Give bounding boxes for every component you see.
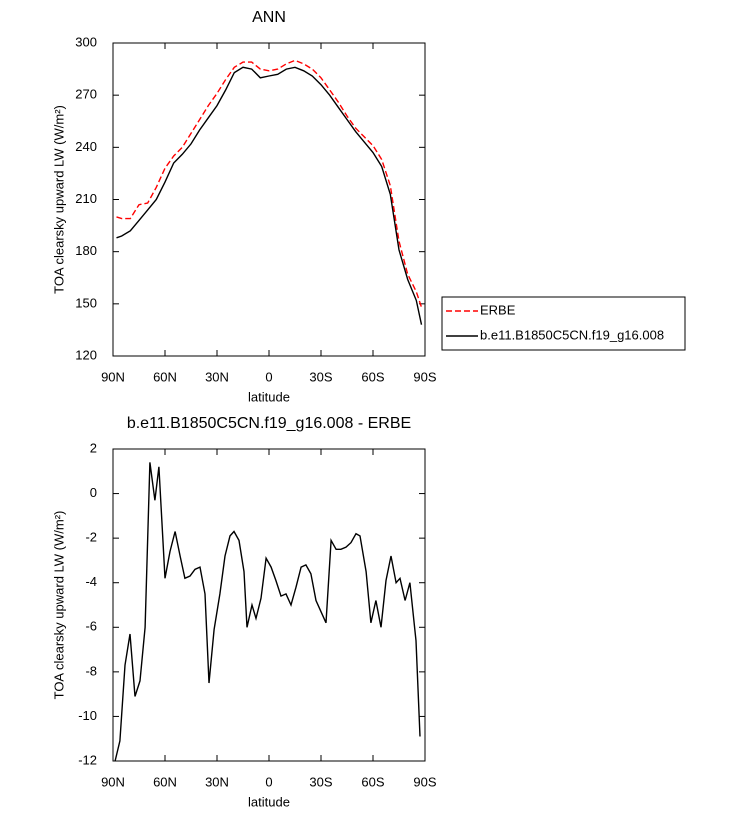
chart-title: ANN: [252, 9, 286, 26]
y-axis-label: TOA clearsky upward LW (W/m²): [51, 105, 66, 294]
x-tick-label: 0: [265, 369, 272, 384]
y-tick-label: 2: [90, 440, 97, 455]
x-tick-label: 60S: [361, 774, 384, 789]
y-tick-label: 300: [75, 34, 97, 49]
x-tick-label: 90N: [101, 369, 125, 384]
x-tick-label: 60S: [361, 369, 384, 384]
x-tick-label: 30N: [205, 774, 229, 789]
x-tick-label: 90S: [413, 774, 436, 789]
y-tick-label: 120: [75, 347, 97, 362]
y-tick-label: -2: [85, 530, 97, 545]
x-tick-label: 60N: [153, 774, 177, 789]
y-tick-label: 180: [75, 243, 97, 258]
x-tick-label: 90N: [101, 774, 125, 789]
x-tick-label: 30N: [205, 369, 229, 384]
y-tick-label: -12: [78, 752, 97, 767]
y-tick-label: 210: [75, 191, 97, 206]
y-tick-label: 270: [75, 87, 97, 102]
y-axis-label: TOA clearsky upward LW (W/m²): [51, 511, 66, 700]
y-tick-label: -4: [85, 574, 97, 589]
x-tick-label: 30S: [309, 369, 332, 384]
y-tick-label: -8: [85, 663, 97, 678]
x-tick-label: 0: [265, 774, 272, 789]
y-tick-label: -10: [78, 708, 97, 723]
data-line: [116, 59, 423, 308]
chart-title: b.e11.B1850C5CN.f19_g16.008 - ERBE: [127, 415, 411, 432]
y-tick-label: -6: [85, 619, 97, 634]
x-tick-label: 60N: [153, 369, 177, 384]
data-line: [116, 66, 423, 325]
legend-label: b.e11.B1850C5CN.f19_g16.008: [480, 327, 664, 342]
x-axis-label: latitude: [248, 794, 290, 809]
y-tick-label: 240: [75, 139, 97, 154]
y-tick-label: 0: [90, 485, 97, 500]
x-axis-label: latitude: [248, 389, 290, 404]
x-tick-label: 90S: [413, 369, 436, 384]
data-line: [114, 462, 421, 762]
legend-label: ERBE: [480, 302, 516, 317]
plot-frame: [112, 42, 426, 357]
y-tick-label: 150: [75, 295, 97, 310]
legend-box: [441, 296, 686, 351]
x-tick-label: 30S: [309, 774, 332, 789]
